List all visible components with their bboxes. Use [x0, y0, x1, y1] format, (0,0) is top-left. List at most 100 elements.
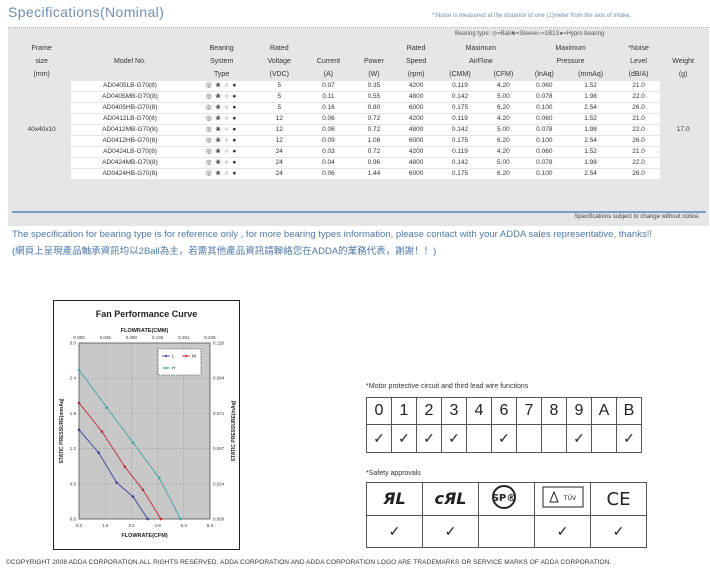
function-check-7: [516, 424, 542, 453]
legend-label-m: M: [192, 354, 196, 360]
power-cell: 0.55: [353, 91, 395, 103]
data-point-h: [157, 476, 161, 480]
col-noise-3: (dB/A): [628, 71, 649, 78]
col-frame-1: Frame: [31, 45, 52, 52]
motor-protective-label: *Motor protective circuit and third lead…: [366, 383, 529, 390]
y-tick-label: 1.8: [70, 411, 77, 416]
csa-logo-icon: SP®: [478, 482, 535, 516]
col-frame-2: size: [35, 58, 48, 65]
data-point-h: [77, 368, 81, 372]
y-tick-label: 0.6: [70, 481, 77, 486]
model-cell: AD0405LB-G70(8): [71, 81, 189, 92]
col-speed-1: Rated: [406, 45, 426, 52]
legend-box: [157, 348, 202, 376]
speed-cell: 4200: [394, 146, 438, 158]
bearing-cell: ◎ ❀ ○ ●: [188, 81, 255, 92]
function-check-9: ✓: [566, 424, 592, 453]
legend-label-h: H: [172, 366, 176, 372]
col-airflow-2: AirFlow: [469, 58, 493, 65]
function-code-6: 6: [491, 397, 517, 425]
col-speed-3: (rpm): [407, 71, 425, 78]
col-model-1: [71, 42, 188, 55]
data-point-h: [105, 406, 109, 409]
speed-cell: 4800: [394, 124, 438, 136]
function-code-9: 9: [566, 397, 592, 425]
col-current-3: (A): [323, 71, 334, 78]
current-cell: 0.11: [303, 91, 354, 103]
page-title: Specifications(Nominal): [8, 4, 165, 20]
cmm-cell: 0.142: [437, 157, 483, 169]
safety-label: *Safety approvals: [366, 470, 421, 477]
mmaq-cell: 1.52: [564, 146, 617, 158]
bearing-cell: ◎ ❀ ○ ●: [188, 113, 255, 125]
cmm-cell: 0.175: [437, 168, 483, 180]
col-bearing-3: Type: [214, 71, 230, 78]
spec-table: Frame Bearing Rated Rated Maximum Maximu…: [12, 42, 706, 180]
y2-tick-label: 0.118: [213, 341, 224, 346]
legend-marker-m: [184, 354, 188, 358]
col-pressure-1: Maximum: [555, 45, 586, 52]
function-code-8: 8: [541, 397, 567, 425]
voltage-cell: 5: [254, 102, 304, 114]
x-tick-label: 1.6: [102, 523, 109, 528]
mmaq-cell: 1.52: [564, 81, 617, 92]
col-bearing-1: Bearing: [209, 45, 234, 52]
col-weight-1: [660, 42, 706, 55]
col-weight-3: (g): [678, 71, 688, 78]
function-code-7: 7: [516, 397, 542, 425]
inaq-cell: 0.100: [524, 102, 565, 114]
table-row: AD0424HB-G70(8) ◎ ❀ ○ ● 24 0.06 1.44 6000 0.17…: [12, 168, 706, 180]
data-point-h: [179, 517, 182, 521]
cmm-cell: 0.175: [437, 135, 483, 147]
cmm-cell: 0.142: [437, 91, 483, 103]
col-current-2: Current: [316, 58, 341, 65]
col-mmaq: (mmAq): [578, 71, 604, 78]
cfm-cell: 4.20: [482, 81, 525, 92]
approval-check-ur: ✓: [366, 515, 423, 548]
inaq-cell: 0.100: [524, 168, 565, 180]
col-noise-2: Level: [630, 58, 647, 65]
speed-cell: 6000: [394, 135, 438, 147]
x-tick-label: 8.0: [207, 523, 214, 528]
speed-cell: 4800: [394, 91, 438, 103]
mmaq-cell: 2.54: [564, 168, 617, 180]
function-check-8: [541, 424, 567, 453]
cfm-cell: 6.20: [482, 135, 525, 147]
table-row: AD0412HB-G70(8) ◎ ❀ ○ ● 12 0.09 1.08 6000 0.17…: [12, 135, 706, 147]
noise-cell: 21.0: [616, 81, 661, 92]
ur-logo-icon: ЯL: [366, 482, 423, 516]
col-weight-2: Weight: [672, 58, 694, 65]
mmaq-cell: 1.98: [564, 157, 617, 169]
speed-cell: 6000: [394, 168, 438, 180]
x2-tick-label: 0.181: [178, 335, 190, 340]
data-point-m: [141, 488, 145, 491]
x2-tick-label: 0.226: [204, 335, 216, 340]
function-check-2: ✓: [416, 424, 442, 453]
col-bearing-2: System: [209, 58, 234, 65]
inaq-cell: 0.060: [524, 113, 565, 125]
noise-note: *:Noise is measured at the distance of o…: [432, 13, 632, 19]
model-cell: AD0424MB-G70(8): [71, 157, 189, 169]
inaq-cell: 0.060: [524, 81, 565, 92]
model-cell: AD0424HB-G70(8): [71, 168, 189, 180]
function-check-0: ✓: [366, 424, 392, 453]
power-cell: 0.72: [353, 113, 395, 125]
approval-check-tuv: ✓: [534, 515, 591, 548]
voltage-cell: 12: [254, 135, 304, 147]
col-current-1: [304, 42, 353, 55]
current-cell: 0.07: [303, 81, 354, 92]
col-cfm: (CFM): [493, 71, 514, 78]
safety-table: ЯL cЯL SP® TÜV CE ✓ ✓ ✓ ✓: [366, 482, 647, 548]
current-cell: 0.06: [303, 113, 354, 125]
power-cell: 0.35: [353, 81, 395, 92]
bearing-cell: ◎ ❀ ○ ●: [188, 135, 255, 147]
inaq-cell: 0.060: [524, 146, 565, 158]
col-frame-3: (mm): [33, 71, 50, 78]
col-voltage-3: (VDC): [269, 71, 289, 78]
csa-logo-text: SP®: [491, 493, 516, 504]
tuv-mark-icon: TÜV: [542, 486, 583, 507]
function-check-6: ✓: [491, 424, 517, 453]
ce-logo-icon: CE: [590, 482, 647, 516]
current-cell: 0.16: [303, 102, 354, 114]
cfm-cell: 5.00: [482, 91, 525, 103]
